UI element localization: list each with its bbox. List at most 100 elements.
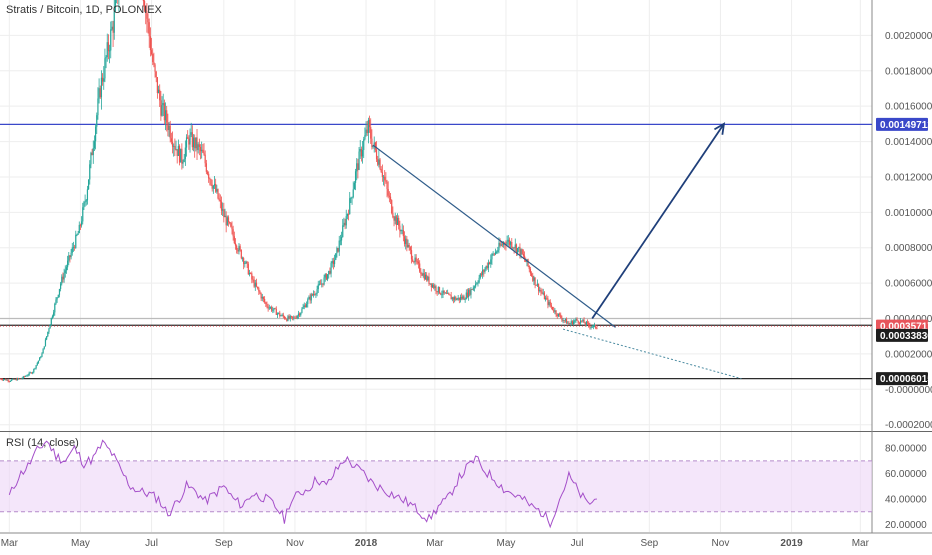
candle-body [152, 54, 154, 63]
candle-body [103, 78, 105, 82]
candle-body [55, 299, 57, 304]
candle-body [406, 238, 408, 248]
candle-body [379, 159, 381, 170]
candle-body [483, 269, 485, 272]
candle-body [396, 217, 399, 225]
candle-body [344, 222, 346, 226]
candle-body [536, 283, 539, 286]
candle-body [268, 307, 270, 309]
candle-body [529, 269, 532, 274]
candle-body [539, 290, 541, 292]
candle-body [523, 255, 526, 260]
candle-body [255, 282, 258, 287]
candle-body [484, 269, 486, 272]
target-arrow-shaft [591, 123, 725, 320]
candle-body [5, 379, 7, 381]
candle-body [333, 259, 336, 265]
candle-body [307, 299, 309, 305]
candle-body [148, 22, 150, 37]
candle-body [156, 77, 158, 94]
candle-body [395, 216, 397, 225]
candle-body [558, 313, 561, 315]
candle-body [251, 273, 253, 280]
candle-body [6, 379, 8, 381]
candle-body [28, 372, 30, 375]
candle-body [322, 283, 324, 285]
candle-body [350, 198, 352, 199]
candle-body [449, 294, 451, 296]
candle-body [328, 270, 330, 275]
candle-body [459, 296, 462, 300]
rsi-tick-label: 20.00000 [885, 520, 927, 531]
candle-body [154, 64, 156, 72]
candle-body [90, 152, 92, 165]
candle-body [175, 149, 177, 151]
candle-body [386, 181, 388, 190]
candle-body [174, 145, 176, 150]
candle-body [308, 296, 310, 300]
candle-body [442, 290, 444, 295]
candle-body [159, 89, 161, 101]
candle-body [364, 135, 366, 140]
candle-body [49, 324, 51, 329]
candles [0, 0, 598, 383]
candle-body [0, 378, 2, 380]
candle-body [71, 247, 73, 253]
candle-body [540, 290, 542, 293]
candle-body [176, 149, 178, 156]
candle-body [551, 306, 554, 310]
candle-body [155, 71, 157, 78]
time-tick-label: May [496, 538, 515, 549]
candle-body [514, 244, 516, 249]
candle-body [535, 284, 537, 286]
candle-body [244, 263, 246, 265]
candle-body [246, 261, 248, 264]
candle-body [48, 328, 50, 332]
candle-body [589, 325, 591, 328]
candle-body [247, 263, 249, 275]
price-label-text: 0.00033836 [880, 331, 932, 342]
candle-body [100, 77, 103, 98]
candle-body [448, 293, 450, 295]
candle-body [194, 137, 196, 149]
candle-body [163, 103, 165, 121]
candle-body [452, 297, 455, 300]
candle-body [85, 200, 87, 202]
candle-body [548, 301, 550, 305]
candle-body [261, 296, 263, 299]
candle-body [34, 368, 36, 370]
candle-body [596, 328, 598, 329]
candle-body [541, 292, 543, 294]
candle-body [480, 273, 483, 275]
candle-body [25, 375, 27, 377]
candle-body [32, 372, 34, 374]
candle-body [590, 326, 592, 328]
candle-body [293, 317, 295, 319]
candle-body [371, 138, 373, 148]
candle-body [142, 0, 144, 2]
candle-body [294, 317, 296, 319]
candle-body [86, 189, 89, 201]
candle-body [201, 149, 203, 152]
candle-body [496, 251, 498, 253]
candle-body [444, 292, 446, 294]
candle-body [2, 379, 5, 381]
candle-body [311, 294, 314, 296]
candle-body [578, 322, 580, 324]
candle-body [331, 260, 333, 264]
candle-body [206, 171, 209, 174]
candle-body [304, 305, 307, 308]
candle-body [401, 229, 403, 231]
candle-body [592, 325, 594, 327]
candle-body [377, 159, 379, 165]
candle-body [248, 273, 251, 275]
candle-body [441, 294, 443, 296]
candle-body [260, 293, 262, 299]
candle-body [106, 42, 108, 58]
candle-body [434, 286, 436, 288]
candle-body [555, 310, 557, 315]
